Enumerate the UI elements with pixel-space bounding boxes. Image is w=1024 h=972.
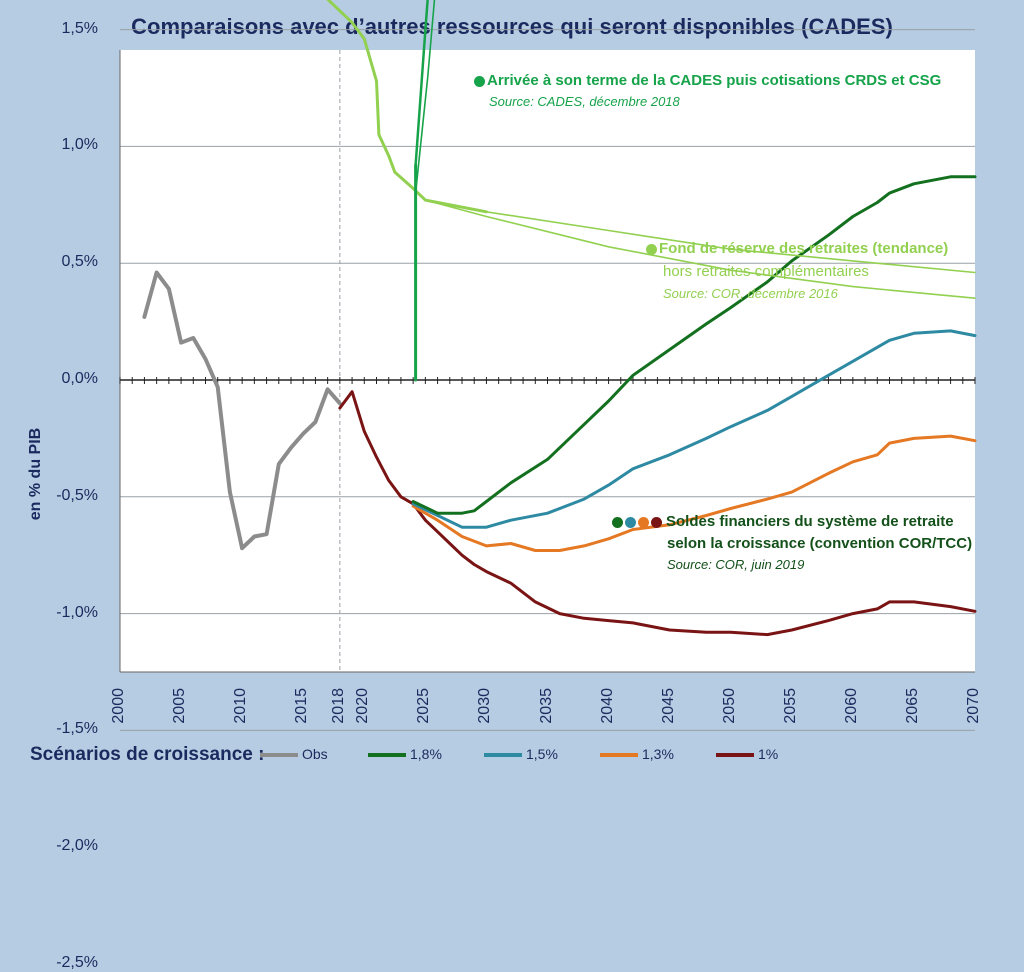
legend-swatch-obs xyxy=(260,753,298,757)
x-tick-label: 2010 xyxy=(232,688,250,724)
x-tick-label: 2030 xyxy=(476,688,494,724)
x-tick-label: 2035 xyxy=(537,688,555,724)
legend-label: 1,5% xyxy=(526,746,558,762)
series-frr-lower xyxy=(424,199,976,299)
x-tick-label: 2065 xyxy=(903,688,921,724)
legend-label: 1,3% xyxy=(642,746,674,762)
series-1-5- xyxy=(411,329,977,529)
y-axis-label: en % du PIB xyxy=(27,427,44,521)
legend: Scénarios de croissance : Obs 1,8% 1,5% … xyxy=(22,742,1022,772)
y-tick-label: 0,5% xyxy=(61,253,98,271)
series-1-8- xyxy=(411,175,977,515)
x-tick-label: 2018 xyxy=(329,688,347,724)
y-tick-label: 1,5% xyxy=(61,19,98,37)
g18-dot-icon xyxy=(612,516,623,528)
legend-swatch-1 xyxy=(716,753,754,757)
x-tick-label: 2070 xyxy=(965,688,982,724)
cades-title-text: Arrivée à son terme de la CADES puis cot… xyxy=(487,72,942,89)
x-tick-label: 2025 xyxy=(415,688,433,724)
y-tick-label: 0,0% xyxy=(61,370,98,387)
legend-label: 1% xyxy=(758,746,779,762)
series-cades-rise-a xyxy=(414,0,429,167)
line-chart xyxy=(119,0,977,731)
legend-label: Obs xyxy=(302,746,328,762)
cades-dot-icon xyxy=(474,75,485,87)
frr-annotation-sub: hors retraites complémentaires xyxy=(663,263,869,280)
legend-swatch-1-3 xyxy=(600,753,638,757)
y-tick-label: -2,5% xyxy=(56,954,98,971)
x-tick-label: 2040 xyxy=(598,688,616,724)
series-cades-rise-b xyxy=(414,0,436,194)
soldes-annotation-title: Soldes financiers du système de retraite xyxy=(612,513,954,530)
soldes-annotation-title-2: selon la croissance (convention COR/TCC) xyxy=(667,535,973,552)
frr-dot-icon xyxy=(646,243,657,255)
frr-title-text: Fond de réserve des retraites (tendance) xyxy=(659,240,949,257)
chart-title: Comparaisons avec d’autres ressources qu… xyxy=(131,14,893,39)
series-obs xyxy=(142,270,342,551)
frr-annotation-source: Source: COR, décembre 2016 xyxy=(663,286,838,301)
y-tick-label: -0,5% xyxy=(56,486,98,504)
x-tick-label: 2050 xyxy=(720,688,738,724)
y-tick-label: 1,0% xyxy=(61,136,98,154)
g10-dot-icon xyxy=(651,516,662,528)
g13-dot-icon xyxy=(638,516,649,528)
series-1-3- xyxy=(411,434,977,552)
y-tick-label: -1,5% xyxy=(56,720,98,738)
soldes-annotation-source: Source: COR, juin 2019 xyxy=(667,557,805,572)
x-tick-label: 2000 xyxy=(110,688,127,724)
x-tick-label: 2060 xyxy=(842,688,860,724)
series-1- xyxy=(338,390,977,637)
x-tick-label: 2045 xyxy=(659,688,677,724)
x-tick-label: 2055 xyxy=(781,688,799,724)
y-tick-label: -1,0% xyxy=(56,603,98,621)
g15-dot-icon xyxy=(625,516,636,528)
series-frr-upper xyxy=(485,211,976,274)
soldes-title-text-1: Soldes financiers du système de retraite xyxy=(666,513,954,530)
cades-annotation-title: Arrivée à son terme de la CADES puis cot… xyxy=(474,72,941,89)
y-tick-label: -2,0% xyxy=(56,837,98,855)
cades-annotation-source: Source: CADES, décembre 2018 xyxy=(489,94,680,109)
legend-swatch-1-5 xyxy=(484,753,522,757)
legend-swatch-1-8 xyxy=(368,753,406,757)
x-tick-label: 2005 xyxy=(171,688,189,724)
legend-label: 1,8% xyxy=(410,746,442,762)
legend-title: Scénarios de croissance : xyxy=(30,744,265,765)
plot-area xyxy=(120,50,975,672)
x-tick-label: 2015 xyxy=(293,688,311,724)
x-tick-label: 2020 xyxy=(354,688,372,724)
frr-annotation-title: Fond de réserve des retraites (tendance) xyxy=(646,240,948,257)
